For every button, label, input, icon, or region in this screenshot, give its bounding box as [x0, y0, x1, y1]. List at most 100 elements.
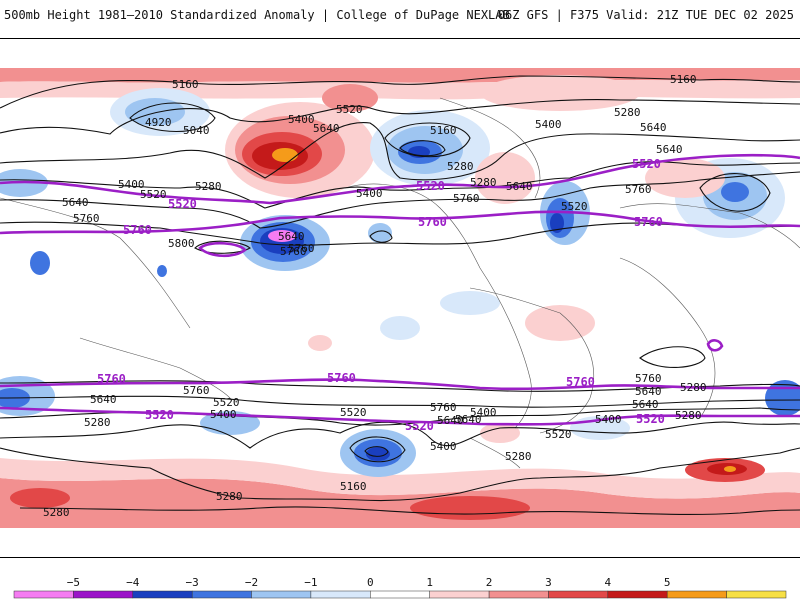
contour-label: 5280 — [447, 160, 474, 173]
contour-label: 5400 — [288, 113, 315, 126]
contour-label: 5640 — [640, 121, 667, 134]
colorbar-swatch — [191, 590, 252, 599]
colorbar-swatch — [607, 590, 668, 599]
contour-label: 5160 — [430, 124, 457, 137]
contour-label-5760: 5760 — [327, 371, 356, 385]
contour-label: 5400 — [595, 413, 622, 426]
colorbar-tick-label: −5 — [67, 576, 80, 589]
colorbar-swatch — [548, 590, 609, 599]
contour-label: 5760 — [280, 245, 307, 258]
contour-label-5760: 5760 — [566, 375, 595, 389]
pacific-low-anomaly-core — [268, 230, 296, 242]
contour-label: 5280 — [195, 180, 222, 193]
pacific-low-label-5760: 5760 — [288, 242, 315, 255]
contour-label-5520: 5520 — [636, 412, 665, 426]
south-polar-anomaly-light — [0, 458, 800, 499]
colorbar-tick-label: 5 — [664, 576, 671, 589]
run-info: 06Z GFS | F375 Valid: 21Z TUE DEC 02 202… — [497, 8, 794, 22]
map-title: 500mb Height 1981–2010 Standardized Anom… — [4, 8, 510, 22]
south-polar-anomaly — [0, 478, 800, 528]
colorbar-tick-label: −3 — [186, 576, 199, 589]
colorbar-swatch — [370, 590, 430, 599]
contour-label: 5400 — [356, 187, 383, 200]
colorbar-tick-label: 2 — [486, 576, 493, 589]
contour-label: 5400 — [210, 408, 237, 421]
contour-label: 4920 — [145, 116, 172, 129]
contour-label: 5640 — [656, 143, 683, 156]
contour-label: 5280 — [680, 381, 707, 394]
contour-label: 5520 — [213, 396, 240, 409]
colorbar-tick-label: −2 — [245, 576, 258, 589]
colorbar-tick-label: 4 — [605, 576, 612, 589]
colorbar-swatch — [251, 590, 312, 599]
contour-label-5760: 5760 — [418, 215, 447, 229]
contour-label: 5280 — [84, 416, 111, 429]
contour-label: 5280 — [216, 490, 243, 503]
contour-label: 5640 — [437, 414, 464, 427]
contour-label: 5760 — [430, 401, 457, 414]
contour-label: 5760 — [635, 372, 662, 385]
sh-5760-contour — [0, 378, 800, 391]
contour-label-5760: 5760 — [123, 223, 152, 237]
contour-label: 5640 — [455, 413, 482, 426]
contour-label: 5160 — [670, 73, 697, 86]
contour-label: 5280 — [470, 176, 497, 189]
contour-label-5760: 5760 — [97, 372, 126, 386]
contour-label: 5520 — [140, 188, 167, 201]
contour-label: 5760 — [453, 192, 480, 205]
colorbar-tick-label: 1 — [426, 576, 433, 589]
contour-label: 5640 — [62, 196, 89, 209]
colorbar-swatch — [726, 590, 787, 599]
contour-label-5520: 5520 — [405, 419, 434, 433]
colorbar-swatch — [132, 590, 193, 599]
colorbar-swatches — [13, 590, 787, 599]
alaska-peak-anomaly — [272, 148, 298, 162]
contour-label: 5280 — [43, 506, 70, 519]
contour-label-5520: 5520 — [145, 408, 174, 422]
contour-label: 5760 — [183, 384, 210, 397]
contour-label: 5520 — [545, 428, 572, 441]
contour-label: 5640 — [635, 385, 662, 398]
contour-label-5520: 5520 — [168, 197, 197, 211]
contour-label: 5520 — [340, 406, 367, 419]
contour-label: 5640 — [90, 393, 117, 406]
contour-label-5520: 5520 — [632, 157, 661, 171]
contour-label: 5800 — [168, 237, 195, 250]
contour-label: 5400 — [535, 118, 562, 131]
contour-label: 5280 — [614, 106, 641, 119]
colorbar-swatch — [310, 590, 371, 599]
anomaly-map: 5160 4920 5040 5400 5520 5640 5280 5400 … — [0, 38, 800, 558]
contour-label: 5400 — [470, 406, 497, 419]
colorbar-tick-label: −1 — [304, 576, 317, 589]
contour-label: 5160 — [340, 480, 367, 493]
colorbar-ticks: −5 −4 −3 −2 −1 0 1 2 3 4 5 — [67, 576, 671, 589]
colorbar-swatch — [666, 590, 727, 599]
contour-label: 5520 — [561, 200, 588, 213]
header-bar: 500mb Height 1981–2010 Standardized Anom… — [0, 0, 800, 38]
purple-labels: 5760 5520 5760 5520 5520 5760 5760 5760 … — [97, 157, 665, 433]
colorbar-tick-label: −4 — [126, 576, 140, 589]
highlight-contours — [0, 153, 800, 426]
contour-label: 5280 — [505, 450, 532, 463]
colorbar-swatch — [73, 590, 134, 599]
sh-5520-contour — [0, 406, 800, 426]
nh-5520-contour — [0, 153, 800, 205]
contour-label: 5760 — [625, 183, 652, 196]
africa-5760-loop — [706, 339, 724, 352]
contour-label: 5640 — [506, 180, 533, 193]
height-contours — [0, 75, 800, 515]
contour-label: 5520 — [336, 103, 363, 116]
colorbar-swatch — [488, 590, 549, 599]
black-labels: 5160 4920 5040 5400 5520 5640 5280 5400 … — [43, 73, 707, 519]
contour-label: 5640 — [313, 122, 340, 135]
contour-label: 5280 — [675, 409, 702, 422]
contour-label-5520: 5520 — [416, 179, 445, 193]
contour-label: 5760 — [73, 212, 100, 225]
colorbar-swatch — [13, 590, 74, 599]
coastlines — [0, 97, 800, 469]
contour-label: 5400 — [118, 178, 145, 191]
nh-5760-contour — [0, 210, 800, 235]
contour-label: 5400 — [430, 440, 457, 453]
contour-label: 5160 — [172, 78, 199, 91]
contour-label: 5640 — [632, 398, 659, 411]
